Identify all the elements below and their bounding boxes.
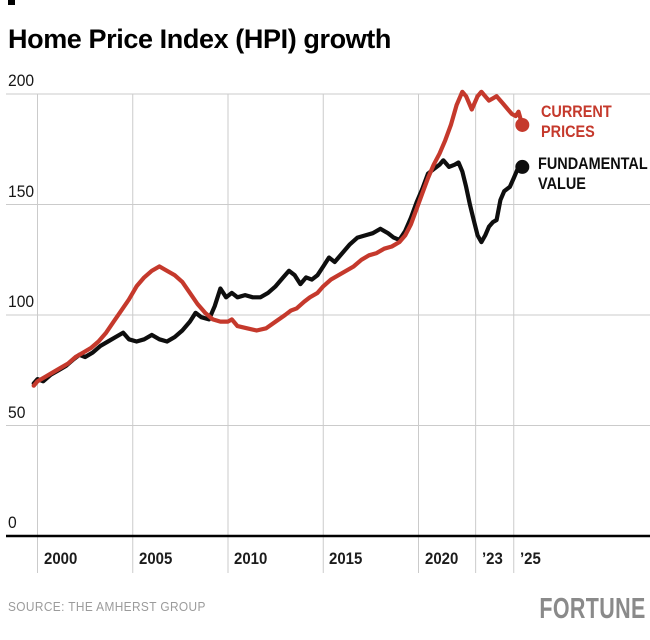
- y-tick-label: 200: [8, 71, 35, 90]
- legend-fundamental-value-line1: FUNDAMENTAL: [538, 154, 648, 173]
- source-credit: SOURCE: THE AMHERST GROUP: [8, 600, 206, 614]
- x-tick-label: ’25: [519, 549, 541, 568]
- x-tick-label: 2005: [138, 549, 173, 568]
- corner-mark: [8, 0, 15, 5]
- x-tick-label: ’23: [481, 549, 503, 568]
- y-tick-label: 100: [8, 292, 35, 311]
- x-tick-label: 2020: [424, 549, 458, 568]
- line-fundamental-value: [31, 158, 525, 386]
- x-tick-label: 2015: [329, 549, 363, 568]
- y-tick-label: 150: [8, 181, 35, 201]
- endpoint-dot-fundamental-value: [515, 159, 530, 174]
- legend-current-prices-line1: CURRENT: [541, 102, 612, 121]
- line-current-prices: [31, 89, 525, 388]
- x-tick-label: 2010: [234, 549, 268, 568]
- y-tick-label: 0: [8, 513, 17, 532]
- y-tick-label: 50: [8, 402, 26, 422]
- chart-title: Home Price Index (HPI) growth: [8, 24, 391, 54]
- legend-current-prices-line2: PRICES: [541, 122, 595, 141]
- legend-fundamental-value: FUNDAMENTAL VALUE: [538, 154, 648, 194]
- legend-current-prices: CURRENT PRICES: [541, 102, 612, 142]
- endpoint-dot-current-prices: [515, 117, 530, 132]
- x-tick-label: 2000: [43, 549, 77, 568]
- legend-fundamental-value-line2: VALUE: [538, 174, 586, 193]
- fortune-logo: FORTUNE: [539, 593, 646, 625]
